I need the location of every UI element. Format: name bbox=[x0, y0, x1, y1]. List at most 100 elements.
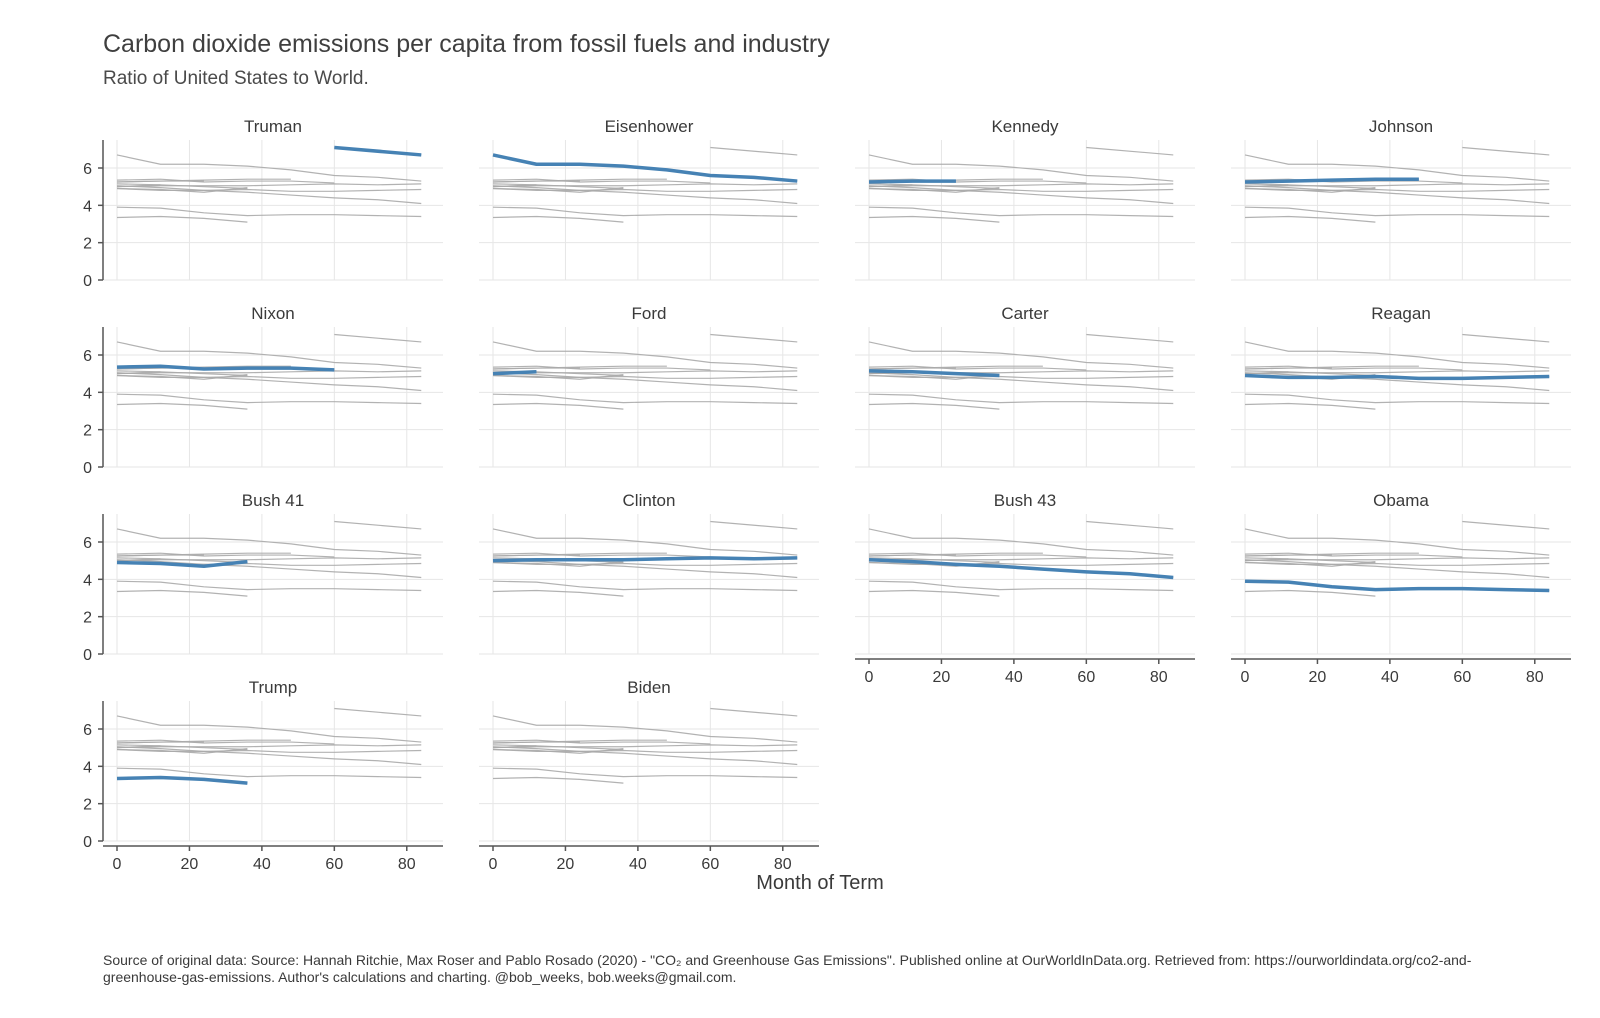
x-axis-label: Month of Term bbox=[756, 872, 883, 894]
panel-johnson: Johnson bbox=[1231, 117, 1571, 281]
background-series-line bbox=[868, 185, 1174, 205]
panel-obama: Obama 0 20 40 60 80 bbox=[1231, 491, 1571, 686]
highlight-series-line bbox=[868, 369, 1000, 378]
background-series-line bbox=[1244, 154, 1550, 182]
background-series-line bbox=[492, 178, 667, 183]
x-tick-label: 60 bbox=[701, 856, 719, 873]
panel-bush-43: Bush 43 0 20 40 60 80 bbox=[855, 491, 1195, 686]
highlight-series-line bbox=[116, 775, 248, 785]
background-series-line bbox=[492, 183, 798, 188]
background-series-line bbox=[116, 557, 422, 562]
chart-subtitle: Ratio of United States to World. bbox=[103, 68, 369, 89]
background-series-line bbox=[1244, 589, 1376, 597]
background-series-line bbox=[116, 215, 248, 223]
x-tick-label: 20 bbox=[181, 856, 199, 873]
panel-title: Trump bbox=[249, 678, 298, 697]
background-series-line bbox=[116, 748, 248, 754]
background-series-line bbox=[492, 370, 798, 375]
background-series-line bbox=[116, 552, 291, 557]
background-series-line bbox=[710, 520, 798, 530]
y-tick-label: 0 bbox=[83, 273, 92, 290]
highlight-series-line bbox=[492, 370, 537, 376]
panel-title: Biden bbox=[627, 678, 670, 697]
x-tick-label: 0 bbox=[489, 856, 498, 873]
panel-title: Kennedy bbox=[991, 117, 1059, 136]
panel-title: Eisenhower bbox=[605, 117, 694, 136]
background-series-line bbox=[492, 528, 798, 556]
background-series-line bbox=[710, 146, 798, 156]
background-series-line bbox=[1462, 333, 1550, 343]
background-series-line bbox=[492, 372, 798, 392]
y-tick-label: 4 bbox=[83, 198, 92, 215]
panel-title: Ford bbox=[632, 304, 667, 323]
y-tick-label: 2 bbox=[83, 236, 92, 253]
panel-title: Obama bbox=[1373, 491, 1429, 510]
background-series-line bbox=[116, 744, 422, 749]
panel-title: Nixon bbox=[251, 304, 294, 323]
panel-title: Clinton bbox=[623, 491, 676, 510]
background-series-line bbox=[710, 333, 798, 343]
highlight-series-line bbox=[1244, 177, 1419, 184]
y-tick-label: 2 bbox=[83, 797, 92, 814]
background-series-line bbox=[1244, 185, 1550, 205]
background-series-line bbox=[1244, 341, 1550, 369]
background-series-line bbox=[116, 402, 248, 410]
highlight-series-line bbox=[868, 557, 1174, 580]
background-series-line bbox=[492, 365, 711, 371]
panel-clinton: Clinton bbox=[479, 491, 819, 655]
background-series-line bbox=[868, 154, 1174, 182]
panel-title: Johnson bbox=[1369, 117, 1433, 136]
highlight-series-line bbox=[1244, 579, 1550, 593]
background-series-line bbox=[1244, 365, 1463, 371]
y-tick-label: 2 bbox=[83, 423, 92, 440]
x-tick-label: 0 bbox=[865, 669, 874, 686]
y-tick-label: 0 bbox=[83, 647, 92, 664]
x-tick-label: 20 bbox=[1309, 669, 1327, 686]
x-tick-label: 40 bbox=[253, 856, 271, 873]
panel-biden: Biden 0 20 40 60 80 bbox=[479, 678, 819, 873]
background-series-line bbox=[1244, 561, 1376, 567]
background-series-line bbox=[492, 739, 711, 745]
background-series-line bbox=[116, 746, 422, 766]
y-tick-label: 4 bbox=[83, 572, 92, 589]
background-series-line bbox=[116, 183, 422, 188]
background-series-line bbox=[116, 178, 291, 183]
highlight-series-line bbox=[116, 559, 248, 569]
background-series-line bbox=[116, 580, 422, 592]
background-series-line bbox=[492, 393, 798, 405]
background-series-line bbox=[868, 365, 1087, 371]
background-series-line bbox=[334, 333, 422, 343]
source-caption: Source of original data: Source: Hannah … bbox=[103, 952, 1472, 985]
background-series-line bbox=[1244, 557, 1550, 562]
background-series-line bbox=[868, 552, 1087, 558]
panel-reagan: Reagan bbox=[1231, 304, 1571, 468]
panel-truman: Truman 0 2 4 6 bbox=[83, 117, 443, 290]
x-tick-label: 0 bbox=[113, 856, 122, 873]
background-series-line bbox=[868, 393, 1174, 405]
x-tick-label: 20 bbox=[933, 669, 951, 686]
highlight-series-line bbox=[492, 153, 798, 183]
y-tick-label: 6 bbox=[83, 161, 92, 178]
background-series-line bbox=[492, 715, 798, 743]
background-series-line bbox=[116, 206, 422, 218]
background-series-line bbox=[492, 776, 624, 784]
background-series-line bbox=[116, 365, 291, 370]
background-series-line bbox=[492, 589, 624, 597]
x-tick-label: 80 bbox=[1150, 669, 1168, 686]
background-series-line bbox=[116, 393, 422, 405]
highlight-series-line bbox=[868, 179, 956, 184]
panel-carter: Carter bbox=[855, 304, 1195, 468]
background-series-line bbox=[116, 154, 422, 182]
background-series-line bbox=[492, 187, 624, 193]
x-tick-label: 80 bbox=[1526, 669, 1544, 686]
background-series-line bbox=[492, 561, 624, 567]
x-tick-label: 60 bbox=[325, 856, 343, 873]
x-tick-label: 60 bbox=[1453, 669, 1471, 686]
background-series-line bbox=[868, 187, 1000, 193]
background-series-line bbox=[334, 707, 422, 717]
x-tick-label: 60 bbox=[1077, 669, 1095, 686]
x-tick-label: 20 bbox=[557, 856, 575, 873]
background-series-line bbox=[116, 589, 248, 597]
background-series-line bbox=[1244, 206, 1550, 218]
background-series-line bbox=[116, 374, 248, 380]
